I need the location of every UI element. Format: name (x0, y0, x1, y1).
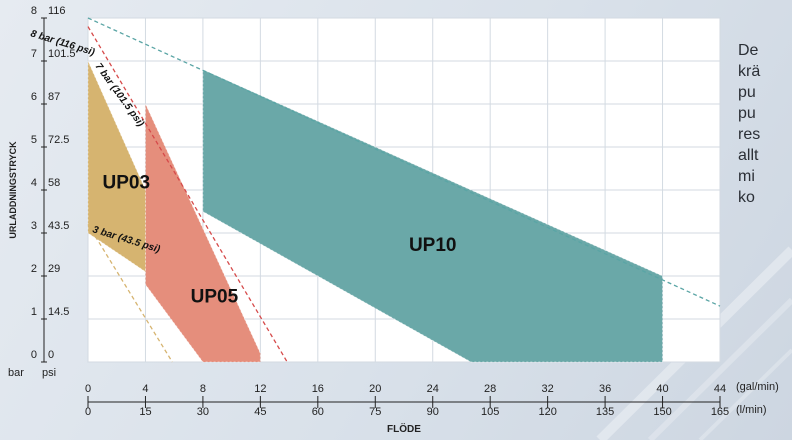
y-tick-label-bar: 3 (31, 220, 37, 232)
y-tick-label-bar: 5 (31, 134, 37, 146)
x-tick-label-gal: 44 (714, 383, 726, 395)
y-tick-label-psi: 87 (48, 91, 60, 103)
x-tick-label-gal: 40 (656, 383, 668, 395)
y-tick-label-bar: 1 (31, 306, 37, 318)
y-tick-label-psi: 72.5 (48, 134, 69, 146)
x-tick-label-lmin: 150 (653, 406, 671, 418)
x-tick-label-gal: 24 (427, 383, 439, 395)
x-tick-label-lmin: 120 (538, 406, 556, 418)
y-tick-label-psi: 14.5 (48, 306, 69, 318)
y-tick-label-bar: 0 (31, 349, 37, 361)
x-axis-title: FLÖDE (387, 422, 421, 435)
pressure-curve (87, 224, 173, 363)
x-tick-label-lmin: 60 (312, 406, 324, 418)
description-line: De (738, 42, 759, 59)
region-label: UP10 (409, 235, 457, 256)
x-tick-label-lmin: 75 (369, 406, 381, 418)
x-tick-label-gal: 0 (85, 383, 91, 395)
x-unit-gal: (gal/min) (736, 381, 779, 393)
y-tick-label-bar: 6 (31, 91, 37, 103)
y-tick-label-psi: 116 (48, 5, 66, 17)
x-unit-lmin: (l/min) (736, 404, 767, 416)
x-tick-label-lmin: 165 (711, 406, 729, 418)
description-line: ko (738, 189, 755, 206)
x-tick-label-lmin: 90 (427, 406, 439, 418)
x-tick-label-gal: 20 (369, 383, 381, 395)
x-tick-label-lmin: 0 (85, 406, 91, 418)
y-tick-label-psi: 29 (48, 263, 60, 275)
y-tick-label-bar: 7 (31, 48, 37, 60)
y-unit-bar: bar (8, 367, 24, 379)
description-line: pu (738, 84, 756, 101)
x-tick-label-lmin: 135 (596, 406, 614, 418)
region-label: UP05 (191, 287, 239, 308)
y-tick-label-bar: 4 (31, 177, 37, 189)
description-line: res (738, 126, 761, 143)
y-tick-label-bar: 2 (31, 263, 37, 275)
description-line: pu (738, 105, 756, 122)
x-tick-label-gal: 4 (142, 383, 148, 395)
pressure-curve (87, 17, 721, 307)
x-tick-label-lmin: 15 (139, 406, 151, 418)
y-tick-label-bar: 8 (31, 5, 37, 17)
y-tick-label-psi: 43.5 (48, 220, 69, 232)
x-tick-label-gal: 12 (254, 383, 266, 395)
region-up05 (145, 103, 261, 363)
description-line: allt (738, 147, 759, 164)
x-tick-label-lmin: 45 (254, 406, 266, 418)
y-tick-label-psi: 58 (48, 177, 60, 189)
region-up10 (202, 68, 663, 363)
y-tick-label-psi: 0 (48, 349, 54, 361)
x-tick-label-gal: 16 (312, 383, 324, 395)
x-tick-label-gal: 28 (484, 383, 496, 395)
x-tick-label-gal: 8 (200, 383, 206, 395)
y-axis-title: URLADDNINGSTRYCK (8, 141, 18, 239)
description-text: De krä pu pu res allt mi ko (738, 40, 792, 208)
y-tick-label-psi: 101.5 (48, 48, 76, 60)
region-label: UP03 (103, 173, 151, 194)
pressure-curve (87, 26, 288, 363)
x-tick-label-gal: 32 (542, 383, 554, 395)
x-tick-label-lmin: 105 (481, 406, 499, 418)
description-line: krä (738, 63, 761, 80)
region-up03 (87, 60, 146, 273)
x-tick-label-lmin: 30 (197, 406, 209, 418)
y-unit-psi: psi (42, 367, 56, 379)
description-line: mi (738, 168, 755, 185)
x-tick-label-gal: 36 (599, 383, 611, 395)
